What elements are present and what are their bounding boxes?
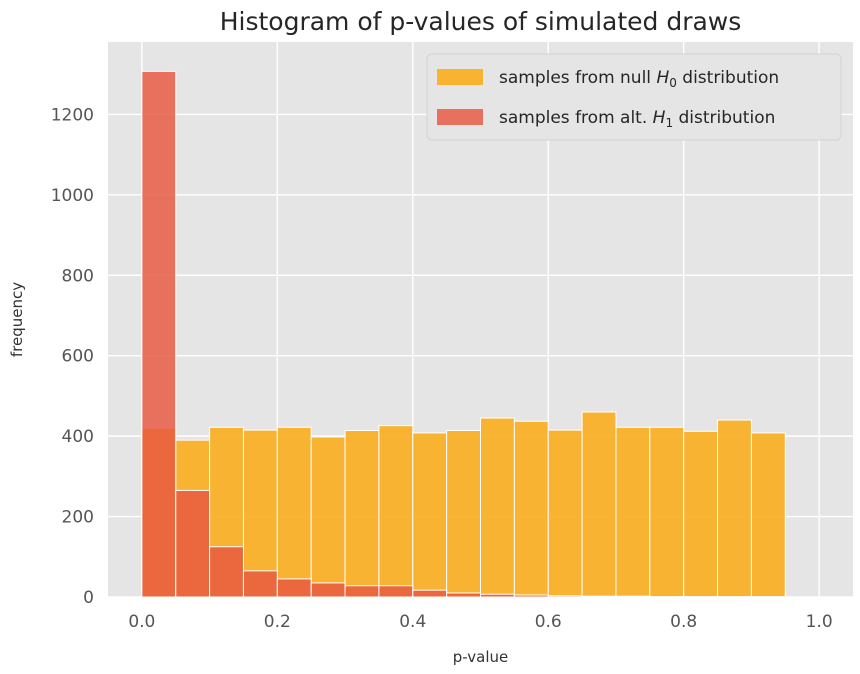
null-bar (751, 433, 785, 597)
x-tick-label: 0.6 (535, 612, 562, 632)
alt-bar (345, 586, 379, 597)
null-bar (413, 433, 447, 597)
alt-bar (379, 586, 413, 597)
legend-swatch (437, 109, 483, 125)
alt-bar (582, 596, 616, 597)
null-bar (684, 431, 718, 597)
chart-title: Histogram of p-values of simulated draws (220, 7, 742, 36)
x-axis-label: p-value (453, 648, 509, 666)
x-tick-label: 0.2 (264, 612, 291, 632)
y-tick-label: 400 (62, 427, 94, 447)
y-tick-label: 1200 (51, 105, 94, 125)
null-bar (514, 421, 548, 597)
y-axis-label: frequency (8, 282, 26, 357)
y-tick-label: 200 (62, 508, 94, 528)
alt-bar (311, 583, 345, 597)
alt-bar (210, 547, 244, 597)
legend-swatch (437, 69, 483, 85)
x-tick-label: 0.0 (128, 612, 155, 632)
x-tick-label: 0.4 (399, 612, 426, 632)
null-bar (379, 426, 413, 597)
null-bar (548, 430, 582, 597)
legend-entry-label: samples from alt. H1 distribution (499, 108, 775, 130)
null-bar (277, 427, 311, 597)
alt-bar (176, 490, 210, 597)
alt-bar (514, 595, 548, 597)
null-bar (616, 427, 650, 597)
legend: samples from null H0 distribution samples… (427, 54, 841, 140)
null-bar (650, 427, 684, 597)
alt-bar (243, 571, 277, 597)
alt-bar (616, 596, 650, 597)
alt-bar (277, 579, 311, 597)
legend-entry-label: samples from null H0 distribution (499, 68, 779, 90)
null-bar (481, 418, 515, 597)
null-bar (718, 420, 752, 597)
y-tick-label: 1000 (51, 186, 94, 206)
null-bar (582, 412, 616, 597)
alt-bar (548, 596, 582, 597)
null-bar (345, 431, 379, 598)
y-tick-label: 800 (62, 266, 94, 286)
alt-bar (481, 594, 515, 597)
alt-bar (413, 590, 447, 597)
alt-bar (142, 71, 176, 597)
x-tick-label: 0.8 (670, 612, 697, 632)
x-tick-label: 1.0 (806, 612, 833, 632)
y-tick-label: 0 (83, 588, 94, 608)
null-bar (311, 437, 345, 597)
alt-bar (447, 593, 481, 597)
y-tick-label: 600 (62, 347, 94, 367)
null-bar (447, 431, 481, 598)
